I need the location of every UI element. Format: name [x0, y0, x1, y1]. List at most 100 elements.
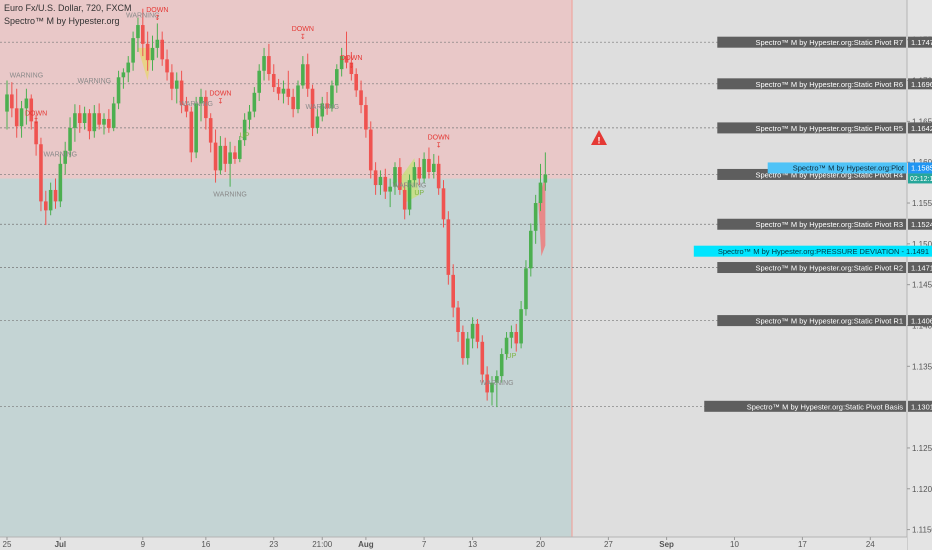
candle: [364, 96, 368, 138]
candles: [5, 8, 548, 408]
candle: [499, 348, 504, 383]
signal-label: WARNING: [126, 13, 160, 20]
candle: [446, 211, 451, 285]
plot-name-label: Spectro™ M by Hypester.org:Plot: [793, 163, 905, 172]
candle-body: [160, 39, 164, 60]
candle: [58, 154, 63, 208]
candle: [393, 162, 397, 195]
candle: [451, 264, 455, 318]
signal-arrow: ↧: [300, 33, 306, 41]
pivot-level-name: Spectro™ M by Hypester.org:Static Pivot …: [755, 80, 903, 89]
candle: [174, 72, 179, 104]
candle-body: [44, 201, 48, 211]
signal-label: WARNING: [480, 380, 514, 387]
candle-body: [402, 189, 407, 210]
candle: [310, 84, 315, 137]
pivot-level-tag: [717, 218, 906, 230]
candle-body: [364, 105, 368, 130]
candle: [228, 141, 232, 187]
candle-body: [68, 127, 72, 151]
pivot-level-tag: [717, 78, 906, 90]
candle-body: [407, 180, 412, 210]
candle-body: [509, 332, 514, 338]
candle: [136, 17, 140, 52]
signal-label: DOWN: [146, 7, 168, 14]
pivot-level-name: Spectro™ M by Hypester.org:Static Pivot …: [747, 402, 904, 411]
candle: [19, 100, 24, 138]
candle: [330, 80, 334, 112]
pivot-level-tag: [704, 400, 906, 412]
candle-body: [257, 70, 261, 93]
projection-cone: [538, 174, 546, 257]
candle-body: [170, 72, 174, 89]
time-axis: [0, 537, 907, 550]
time-tick-label: 27: [604, 540, 613, 549]
warning-icon[interactable]: !: [591, 130, 607, 146]
candle-body: [504, 337, 509, 355]
candle: [73, 104, 77, 142]
candle: [417, 158, 422, 186]
time-tick-label: 13: [468, 540, 477, 549]
candle: [48, 182, 53, 216]
time-tick-label: 7: [422, 540, 427, 549]
candle: [184, 96, 189, 118]
candle: [436, 155, 441, 195]
candle: [296, 80, 300, 114]
candle: [291, 88, 295, 118]
candle: [131, 31, 135, 71]
candle: [339, 47, 344, 77]
candle: [412, 162, 417, 187]
candle: [247, 105, 252, 130]
candle-body: [315, 116, 320, 128]
candle: [441, 180, 446, 228]
pivot-price-tag: [908, 36, 932, 48]
price-tick-label: 1.1650: [912, 117, 932, 126]
candle: [63, 141, 67, 175]
candle-body: [97, 113, 101, 125]
time-tick-label: 20: [536, 540, 545, 549]
candle: [485, 366, 489, 401]
time-tick-label: 23: [269, 540, 278, 549]
candle-body: [519, 309, 523, 344]
candle-body: [87, 113, 92, 132]
candle-body: [398, 167, 402, 190]
pivot-price-tag: [908, 400, 932, 412]
time-tick-label: Aug: [358, 540, 374, 549]
pivot-level-name: Spectro™ M by Hypester.org:Static Pivot …: [755, 170, 903, 179]
candle-body: [432, 163, 436, 172]
candle: [543, 152, 548, 191]
bullish-zone-background: [0, 0, 572, 179]
plot-price-label: 1.1585: [911, 163, 932, 172]
candle: [427, 147, 431, 179]
pivot-levels: Spectro™ M by Hypester.org:Static Pivot …: [0, 36, 932, 412]
candle-body: [271, 74, 276, 88]
candle-body: [393, 167, 397, 187]
time-tick-label: 16: [201, 540, 210, 549]
candle: [504, 332, 509, 360]
candle: [407, 174, 412, 216]
candle: [490, 376, 494, 406]
candle: [262, 47, 266, 81]
candle: [68, 117, 72, 158]
plot-tag: [767, 162, 907, 174]
pivot-level-name: Spectro™ M by Hypester.org:Static Pivot …: [755, 124, 903, 133]
time-tick-label: 25: [3, 540, 12, 549]
candle: [97, 103, 101, 130]
signal-label: WARNING: [393, 183, 427, 190]
candle: [286, 70, 291, 106]
candle: [281, 80, 286, 104]
candle-body: [228, 152, 232, 164]
candle-body: [538, 182, 543, 204]
candle-body: [465, 338, 470, 359]
pivot-level-tag: [717, 36, 906, 48]
candle: [213, 129, 218, 183]
candle-body: [281, 88, 286, 94]
candle: [519, 300, 523, 349]
pivot-price-label: 1.1471: [911, 264, 932, 273]
time-tick-label: 24: [866, 540, 875, 549]
candle: [354, 68, 358, 97]
candle-body: [305, 64, 310, 89]
candle: [233, 145, 237, 164]
